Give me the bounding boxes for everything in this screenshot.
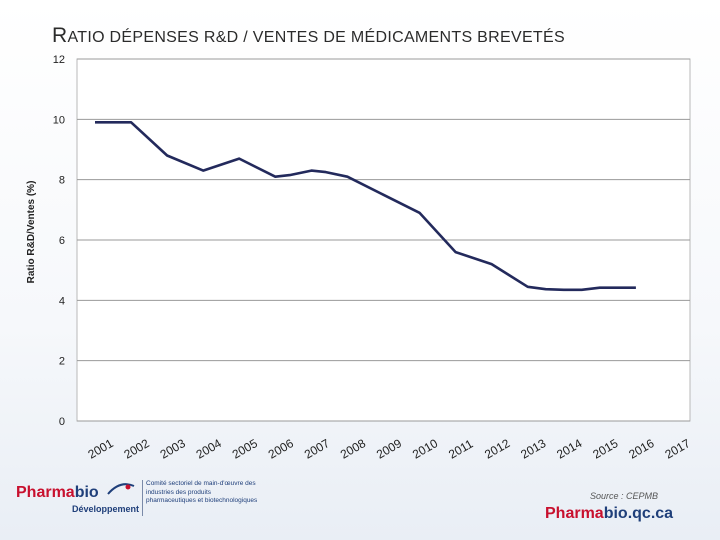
y-tick-label-2: 2 [59,356,65,368]
x-tick-label-2016: 2016 [626,436,656,462]
y-tick-label-8: 8 [59,175,65,187]
y-axis-label: Ratio R&D/Ventes (%) [26,181,37,284]
y-tick-label-6: 6 [59,235,65,247]
y-tick-label-10: 10 [53,114,65,126]
y-tick-label-0: 0 [59,416,65,428]
x-tick-label-2005: 2005 [230,436,260,462]
website-part-pharma: Pharma [545,505,604,522]
x-tick-label-2004: 2004 [194,436,224,462]
logo-subtitle: Développement [72,504,140,514]
x-tick-label-2012: 2012 [482,436,512,462]
x-tick-label-2002: 2002 [122,436,152,462]
logo-description: Comité sectoriel de main-d'œuvre des ind… [146,480,258,504]
source-note: Source : CEPMB [590,491,659,501]
x-tick-label-2006: 2006 [266,436,296,462]
x-tick-label-2010: 2010 [410,436,440,462]
x-tick-label-2008: 2008 [338,436,368,462]
chart-title-rest: ATIO DÉPENSES R&D / VENTES DE MÉDICAMENT… [67,29,565,46]
x-tick-label-2009: 2009 [374,436,404,462]
chart-title: RATIO DÉPENSES R&D / VENTES DE MÉDICAMEN… [52,24,565,48]
x-tick-label-2014: 2014 [554,436,584,462]
x-tick-label-2011: 2011 [446,436,476,461]
logo-wordmark: Pharmabio [16,484,99,502]
x-tick-label-2001: 2001 [86,436,116,462]
chart-title-first-letter: R [52,24,68,47]
logo-swoosh-icon [107,483,135,495]
x-tick-label-2003: 2003 [158,436,188,462]
logo-word-bio: bio [74,484,99,501]
y-tick-label-4: 4 [59,295,65,307]
website-part-domain: bio.qc.ca [603,505,674,522]
pharmabio-logo: Pharmabio Développement Comité sectoriel… [14,478,257,518]
x-tick-label-2013: 2013 [518,436,548,462]
logo-divider [142,480,143,516]
series-line-0 [95,121,636,292]
x-tick-label-2007: 2007 [302,436,332,462]
y-tick-label-12: 12 [53,54,65,66]
website-link[interactable]: Pharmabio.qc.ca [545,505,673,523]
x-tick-label-2017: 2017 [662,436,692,462]
logo-word-pharma: Pharma [16,484,75,501]
x-tick-label-2015: 2015 [590,436,620,462]
